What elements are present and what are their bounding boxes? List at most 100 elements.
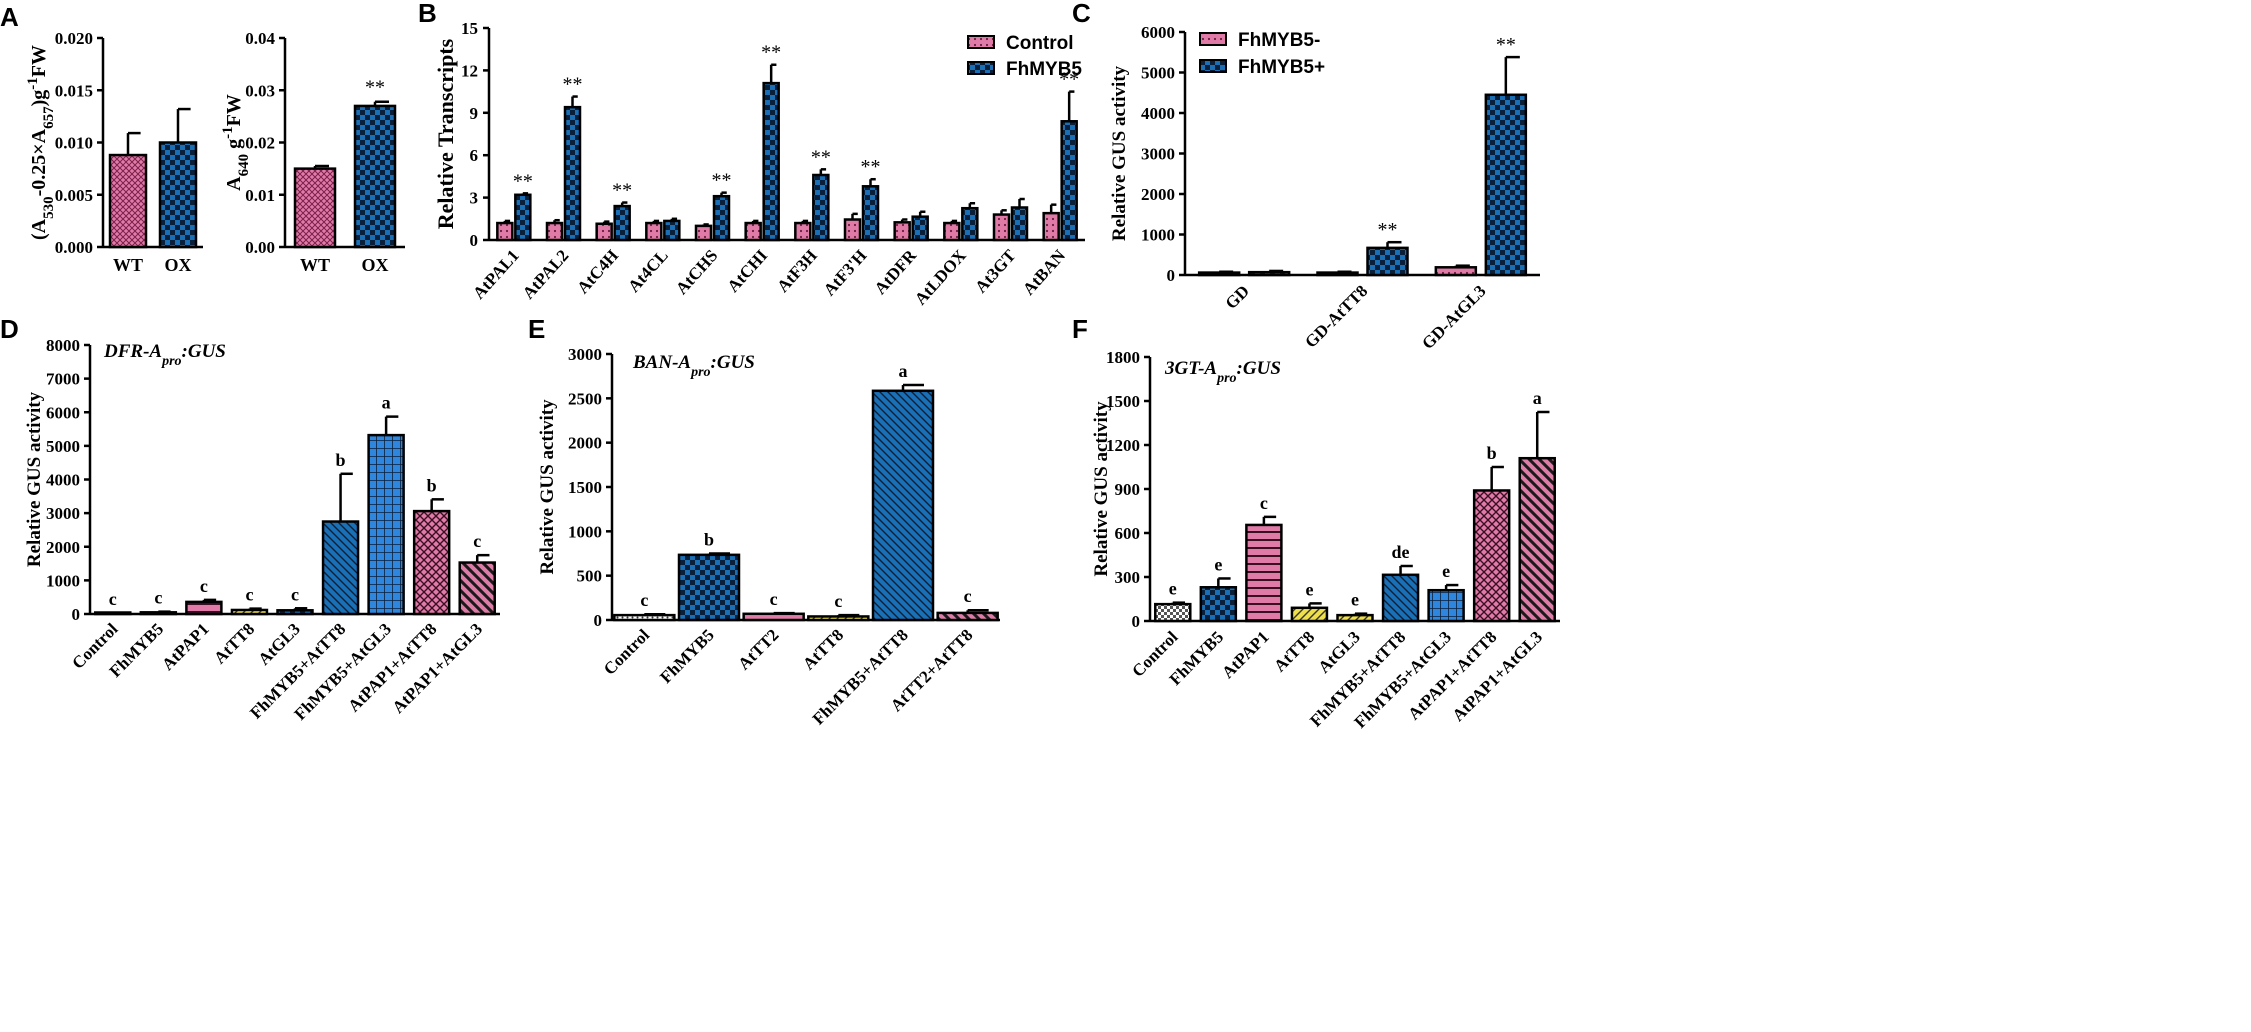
significance-letter: c <box>834 591 842 611</box>
y-tick-label: 1500 <box>1106 392 1140 411</box>
bar-control <box>645 221 663 242</box>
panel-d: D 0 1000 2000 3000 4000 5000 6000 7000 8000 Relati… <box>0 314 500 724</box>
x-tick-label: At3GT <box>971 245 1020 296</box>
bar-fhmyb5 <box>1060 120 1078 242</box>
x-tick-label: OX <box>165 255 192 275</box>
bar <box>1427 588 1465 623</box>
legend-label: FhMYB5+ <box>1238 57 1325 78</box>
y-tick-label: 1200 <box>1106 436 1140 455</box>
y-axis-label: (A530-0.25×A657)g-1FW <box>25 45 57 240</box>
significance-label: ** <box>563 74 583 96</box>
y-tick-label: 9 <box>470 104 479 123</box>
x-tick-label: FhMYB5 <box>656 625 718 687</box>
bar <box>230 608 269 616</box>
significance-letter: de <box>1392 542 1410 562</box>
bar <box>1472 489 1511 623</box>
significance-letter: b <box>1487 443 1497 463</box>
x-tick-label: WT <box>113 255 143 275</box>
y-tick-label: 8000 <box>46 336 80 355</box>
x-tick-label: AtDFR <box>871 245 921 298</box>
legend-swatch <box>1199 32 1227 46</box>
bar-fhmyb5 <box>961 206 979 242</box>
y-tick-label: 2000 <box>46 538 80 557</box>
y-tick-label: 0.000 <box>55 238 93 257</box>
bar-fhmyb5 <box>613 204 631 242</box>
bar-control <box>694 224 713 242</box>
bar-fhmyb5 <box>762 81 780 242</box>
significance-letter: e <box>1305 579 1313 599</box>
x-tick-label: AtPAL1 <box>469 246 523 303</box>
legend: FhMYB5- FhMYB5+ <box>1199 30 1325 78</box>
bar <box>1381 573 1420 623</box>
bar <box>807 615 870 622</box>
y-tick-label: 1000 <box>568 522 602 541</box>
y-tick-label: 0.015 <box>55 81 93 100</box>
bar-control <box>943 221 961 242</box>
y-tick-label: 2000 <box>1141 185 1175 204</box>
bar-fhmyb5+ <box>1484 93 1528 277</box>
x-tick-label: At4CL <box>624 246 672 296</box>
bar <box>936 611 999 622</box>
chart-title: DFR-Apro:GUS <box>103 341 226 369</box>
y-tick-label: 0 <box>72 605 81 624</box>
y-tick-label: 0.010 <box>55 134 93 153</box>
x-tick-label: AtC4H <box>573 246 622 297</box>
panel-label: F <box>1072 314 1088 344</box>
bar <box>185 600 223 616</box>
bar-fhmyb5 <box>911 215 929 242</box>
y-tick-label: 0 <box>470 231 479 250</box>
bar <box>613 613 676 622</box>
significance-label: ** <box>1496 34 1516 56</box>
y-tick-label: 4000 <box>1141 104 1175 123</box>
bar <box>458 561 496 616</box>
legend-label: Control <box>1006 33 1074 54</box>
y-tick-label: 0.03 <box>245 81 275 100</box>
x-tick-label: GD <box>1222 281 1253 312</box>
y-tick-label: 0.04 <box>245 29 275 48</box>
y-tick-label: 12 <box>461 61 478 80</box>
y-tick-label: 7000 <box>46 370 80 389</box>
y-tick-label: 3000 <box>46 504 80 523</box>
y-tick-label: 0 <box>594 611 603 630</box>
bar <box>412 509 451 616</box>
significance-letter: b <box>427 475 437 495</box>
significance-letter: c <box>245 585 253 605</box>
legend-label: FhMYB5- <box>1238 30 1320 51</box>
significance-label: ** <box>612 180 632 202</box>
chart-title: 3GT-Apro:GUS <box>1164 358 1281 386</box>
y-tick-label: 5000 <box>1141 64 1175 83</box>
significance-letter: c <box>770 589 778 609</box>
significance-label: ** <box>1059 69 1079 91</box>
legend-swatch <box>967 35 995 49</box>
x-tick-label: GD-AtTT8 <box>1301 281 1371 351</box>
bar <box>321 520 360 616</box>
y-tick-label: 5000 <box>46 437 80 456</box>
panel-label: E <box>528 314 545 344</box>
legend-swatch <box>1199 59 1227 73</box>
y-axis-label: Relative GUS activity <box>1091 401 1112 577</box>
bar-fhmyb5 <box>712 194 731 242</box>
x-tick-label: WT <box>300 255 330 275</box>
bar-fhmyb5 <box>812 173 830 242</box>
significance-letter: b <box>336 450 346 470</box>
y-tick-label: 4000 <box>46 471 80 490</box>
bar <box>677 553 741 622</box>
bar-control <box>992 213 1011 242</box>
x-tick-label: AtF3'H <box>820 246 871 299</box>
y-tick-label: 6000 <box>46 403 80 422</box>
bar-fhmyb5+ <box>1247 270 1291 277</box>
y-tick-label: 3000 <box>1141 145 1175 164</box>
bar-control <box>545 221 564 242</box>
legend-label: FhMYB5 <box>1006 59 1082 80</box>
legend-swatch <box>967 61 995 75</box>
x-tick-label: AtCHI <box>724 246 772 296</box>
significance-label: ** <box>712 170 732 192</box>
significance-letter: b <box>704 530 714 550</box>
bar-fhmyb5 <box>514 193 532 242</box>
x-tick-label: AtPAP1 <box>1218 627 1273 682</box>
x-tick-label: AtPAL2 <box>519 246 573 303</box>
x-tick-label: AtTT8 <box>799 625 847 673</box>
y-axis-label: Relative GUS activity <box>1109 65 1130 241</box>
